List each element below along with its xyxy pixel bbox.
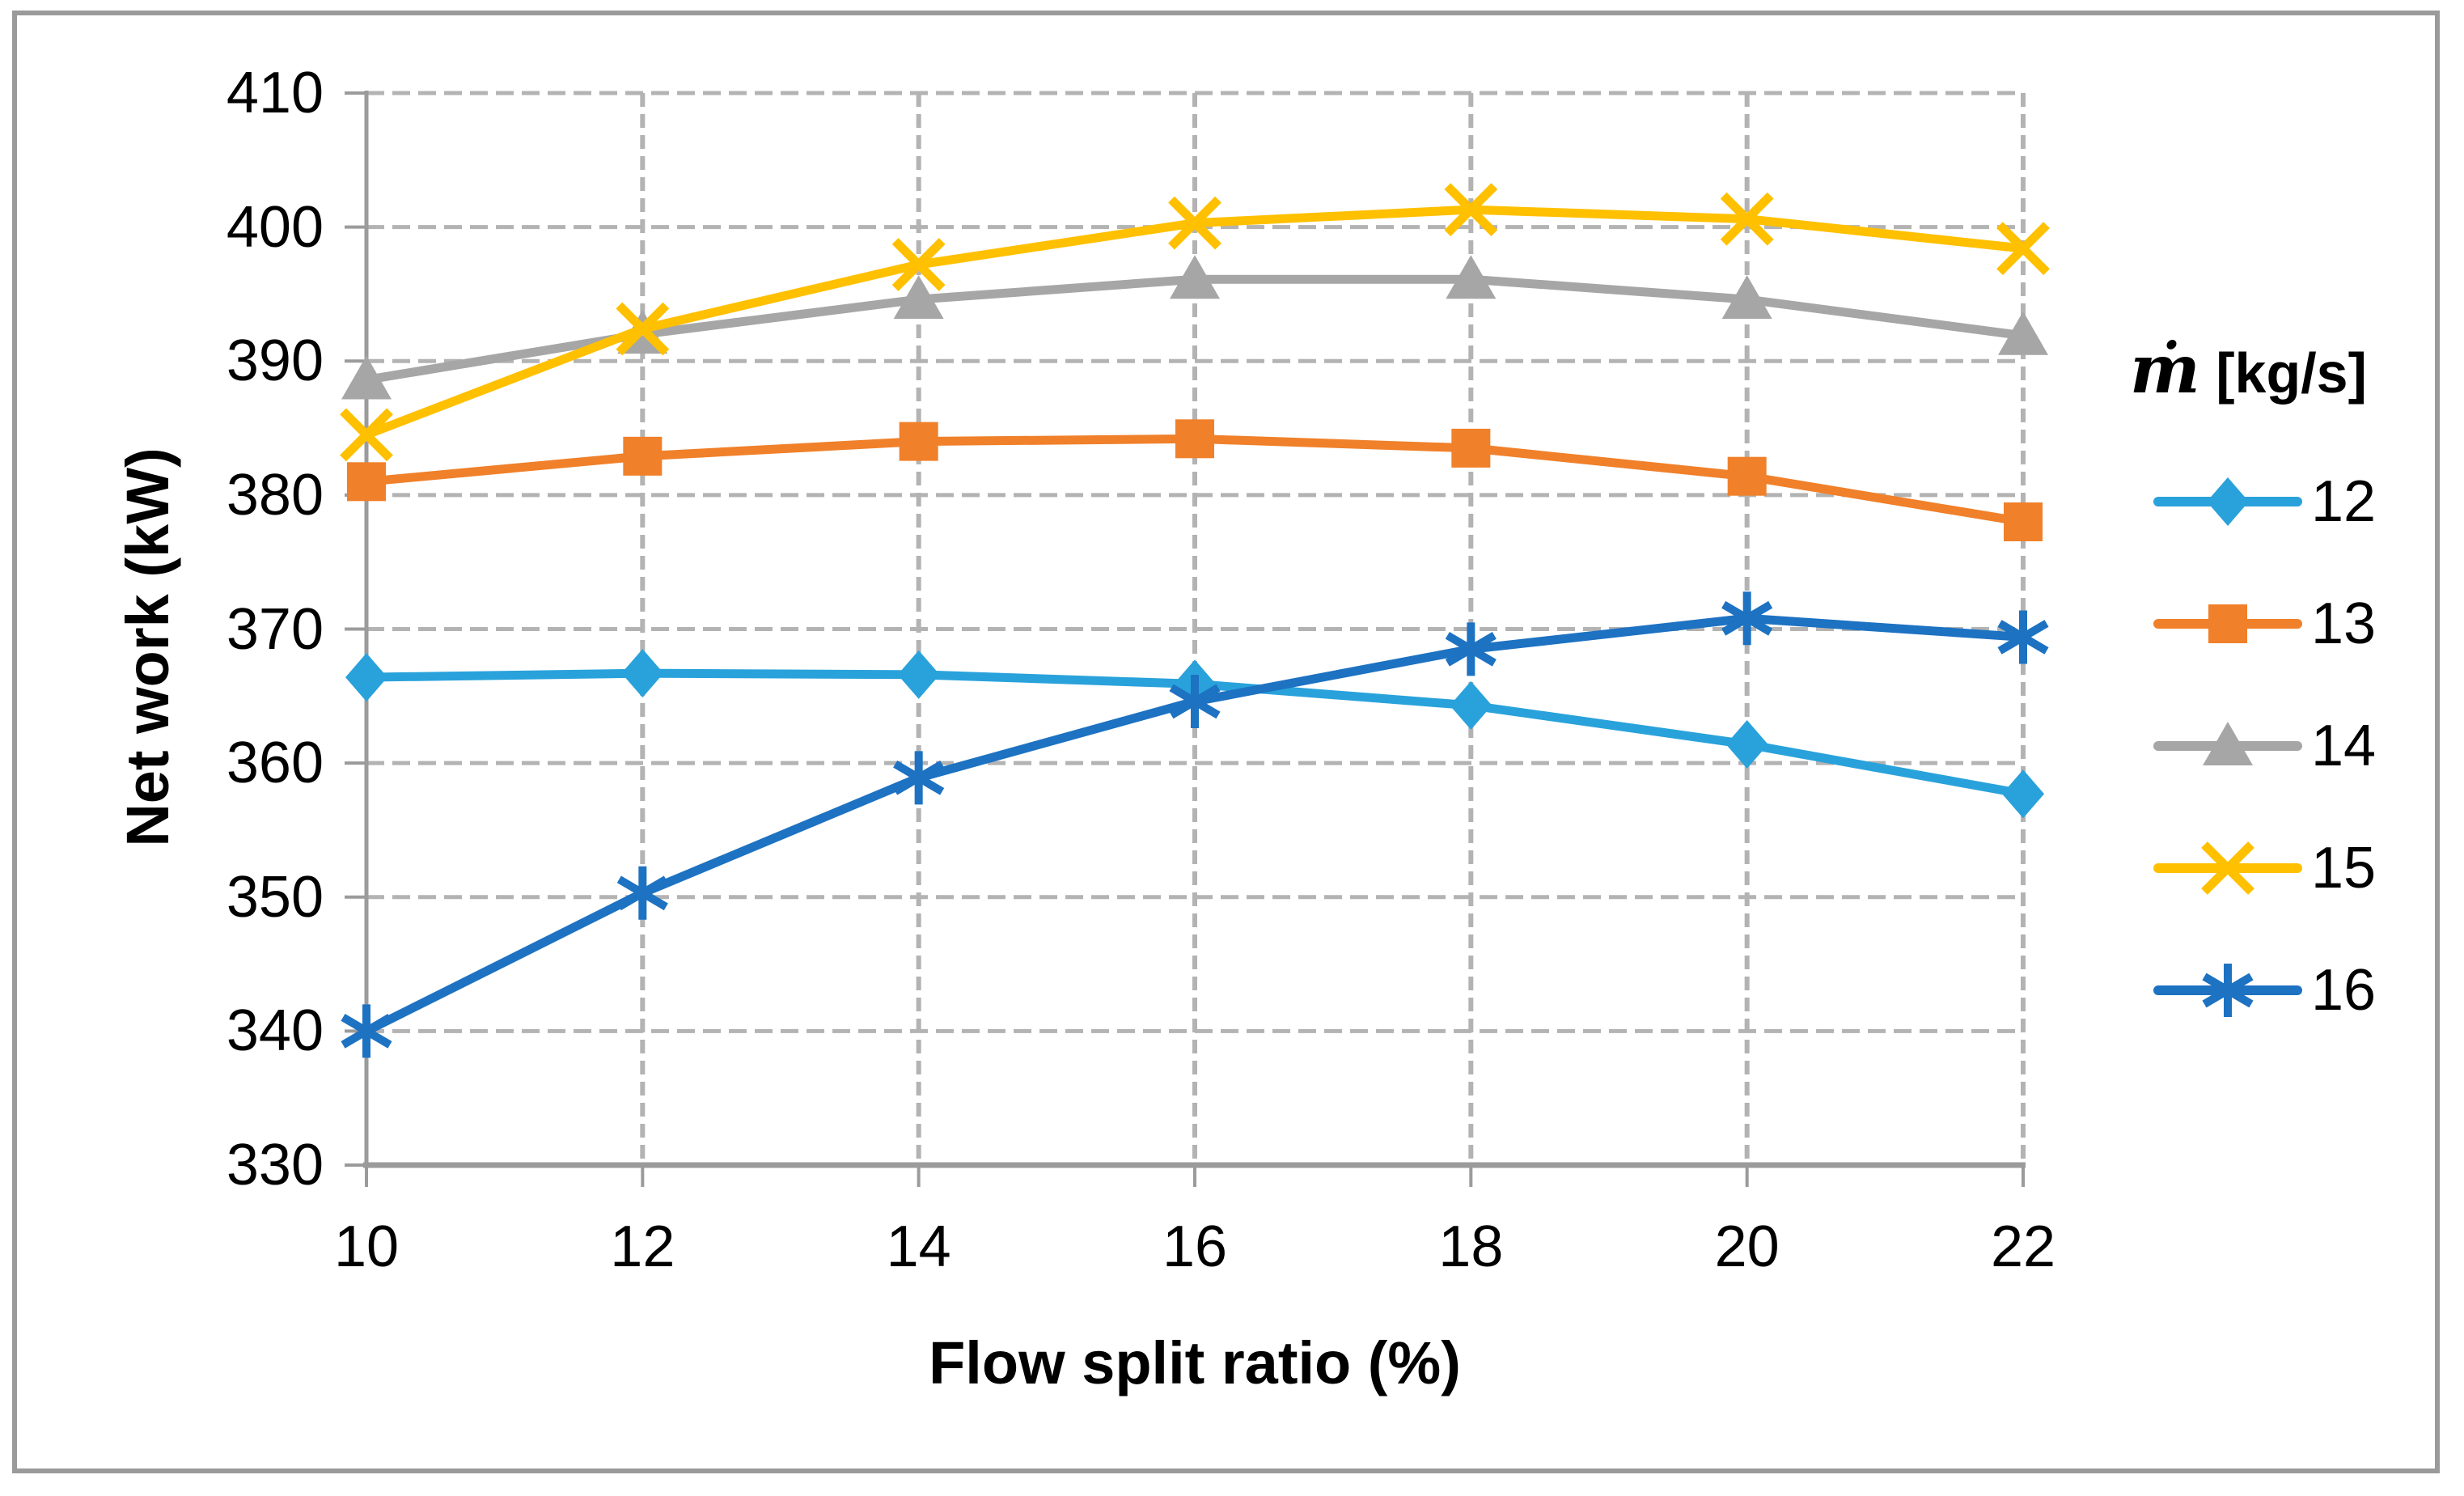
marker-asterisk <box>1445 622 1497 676</box>
y-tick-label: 340 <box>226 998 324 1064</box>
marker-diamond <box>1450 680 1492 730</box>
marker-diamond <box>621 649 664 698</box>
marker-asterisk <box>1997 610 2049 664</box>
marker-triangle <box>341 355 392 400</box>
legend-title: ṁ [kg/s] <box>2130 331 2367 409</box>
x-tick-label: 14 <box>886 1214 951 1279</box>
marker-triangle <box>1721 275 1772 320</box>
marker-square <box>1727 456 1767 496</box>
marker-asterisk <box>2202 964 2254 1017</box>
y-tick-label: 360 <box>226 731 324 796</box>
marker-x <box>1996 222 2050 276</box>
marker-diamond <box>2002 769 2044 819</box>
marker-x <box>891 238 946 291</box>
marker-triangle <box>1446 255 1497 299</box>
x-tick-label: 16 <box>1162 1214 1228 1279</box>
marker-triangle <box>893 275 944 320</box>
marker-x <box>1720 192 1774 246</box>
y-tick-label: 330 <box>226 1133 324 1197</box>
y-tick-label: 350 <box>226 864 324 930</box>
y-tick-label: 380 <box>226 462 324 528</box>
marker-square <box>899 422 938 461</box>
marker-square <box>347 462 386 502</box>
x-tick-label: 12 <box>610 1214 675 1279</box>
marker-square <box>1175 419 1214 459</box>
marker-square <box>2004 502 2043 541</box>
legend-title-mdot: ṁ <box>2130 331 2200 409</box>
legend-title-unit: [kg/s] <box>2199 341 2367 405</box>
marker-diamond <box>1725 719 1768 769</box>
legend-entry-label: 15 <box>2311 836 2377 901</box>
marker-square <box>1451 428 1491 468</box>
marker-diamond <box>345 653 387 702</box>
legend-entry-label: 14 <box>2311 714 2377 778</box>
y-tick-label: 370 <box>226 596 324 662</box>
marker-x <box>616 302 670 356</box>
marker-triangle <box>2203 722 2253 765</box>
marker-diamond <box>897 650 940 699</box>
y-tick-label: 390 <box>226 328 324 394</box>
marker-asterisk <box>616 866 668 920</box>
marker-diamond <box>2207 477 2249 526</box>
x-tick-label: 20 <box>1714 1214 1780 1279</box>
marker-triangle <box>1170 255 1220 299</box>
x-tick-label: 18 <box>1438 1214 1504 1279</box>
marker-x <box>1444 183 1498 236</box>
marker-asterisk <box>1169 674 1221 728</box>
marker-square <box>623 436 663 476</box>
x-axis-title: Flow split ratio (%) <box>929 1329 1461 1396</box>
marker-asterisk <box>1721 591 1773 646</box>
y-tick-label: 410 <box>226 61 324 125</box>
marker-x <box>2201 841 2254 895</box>
marker-x <box>340 408 393 462</box>
y-tick-label: 400 <box>226 194 324 260</box>
legend-entry-label: 16 <box>2311 958 2377 1023</box>
legend-entry-label: 13 <box>2311 591 2377 656</box>
marker-triangle <box>1998 311 2048 355</box>
legend-entry-label: 12 <box>2311 469 2377 534</box>
x-tick-label: 10 <box>333 1214 400 1279</box>
marker-asterisk <box>893 751 945 805</box>
marker-square <box>2208 604 2247 643</box>
marker-asterisk <box>341 1004 392 1058</box>
x-tick-label: 22 <box>1990 1214 2056 1279</box>
figure-border <box>12 11 2440 1473</box>
marker-x <box>1168 196 1221 250</box>
